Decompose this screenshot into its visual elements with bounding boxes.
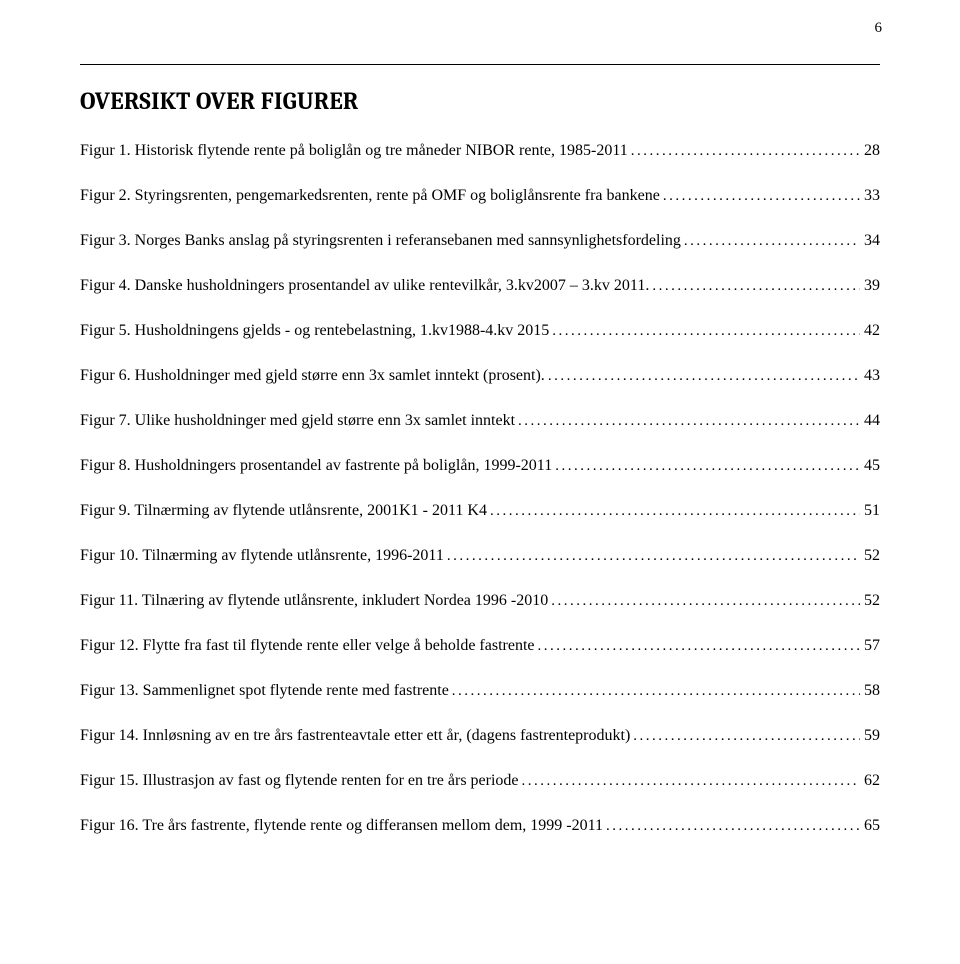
- dot-leader: [548, 592, 860, 611]
- dot-leader: [660, 187, 860, 206]
- toc-entry-text: Figur 15. Illustrasjon av fast og flyten…: [80, 771, 519, 791]
- toc-entry-page: 45: [860, 456, 880, 476]
- toc-entry-page: 59: [860, 726, 880, 746]
- toc-entry: Figur 1. Historisk flytende rente på bol…: [80, 141, 880, 161]
- dot-leader: [603, 817, 860, 836]
- dot-leader: [444, 547, 860, 566]
- toc-entry: Figur 9. Tilnærming av flytende utlånsre…: [80, 501, 880, 521]
- dot-leader: [535, 637, 861, 656]
- toc-entry-page: 62: [860, 771, 880, 791]
- toc-entry: Figur 14. Innløsning av en tre års fastr…: [80, 726, 880, 746]
- toc-entry-text: Figur 4. Danske husholdningers prosentan…: [80, 276, 649, 296]
- dot-leader: [549, 322, 860, 341]
- toc-entry: Figur 10. Tilnærming av flytende utlånsr…: [80, 546, 880, 566]
- toc-entry-text: Figur 14. Innløsning av en tre års fastr…: [80, 726, 630, 746]
- dot-leader: [628, 142, 860, 161]
- toc-entry: Figur 12. Flytte fra fast til flytende r…: [80, 636, 880, 656]
- figure-list: Figur 1. Historisk flytende rente på bol…: [80, 141, 880, 836]
- toc-entry: Figur 2. Styringsrenten, pengemarkedsren…: [80, 186, 880, 206]
- toc-entry: Figur 13. Sammenlignet spot flytende ren…: [80, 681, 880, 701]
- toc-entry-text: Figur 1. Historisk flytende rente på bol…: [80, 141, 628, 161]
- toc-entry-text: Figur 8. Husholdningers prosentandel av …: [80, 456, 552, 476]
- toc-entry-page: 58: [860, 681, 880, 701]
- dot-leader: [519, 772, 860, 791]
- toc-entry-page: 39: [860, 276, 880, 296]
- toc-entry: Figur 16. Tre års fastrente, flytende re…: [80, 816, 880, 836]
- toc-entry-text: Figur 7. Ulike husholdninger med gjeld s…: [80, 411, 515, 431]
- toc-entry-text: Figur 13. Sammenlignet spot flytende ren…: [80, 681, 449, 701]
- toc-entry: Figur 4. Danske husholdningers prosentan…: [80, 276, 880, 296]
- dot-leader: [630, 727, 860, 746]
- toc-entry-text: Figur 10. Tilnærming av flytende utlånsr…: [80, 546, 444, 566]
- dot-leader: [487, 502, 860, 521]
- toc-entry-text: Figur 5. Husholdningens gjelds - og rent…: [80, 321, 549, 341]
- toc-entry-text: Figur 3. Norges Banks anslag på styrings…: [80, 231, 681, 251]
- page-number: 6: [875, 20, 883, 37]
- page-title: OVERSIKT OVER FIGURER: [80, 87, 880, 115]
- toc-entry-page: 42: [860, 321, 880, 341]
- toc-entry: Figur 15. Illustrasjon av fast og flyten…: [80, 771, 880, 791]
- toc-entry-page: 51: [860, 501, 880, 521]
- toc-entry-page: 65: [860, 816, 880, 836]
- dot-leader: [681, 232, 860, 251]
- toc-entry-page: 57: [860, 636, 880, 656]
- toc-entry-page: 34: [860, 231, 880, 251]
- toc-entry-text: Figur 9. Tilnærming av flytende utlånsre…: [80, 501, 487, 521]
- dot-leader: [449, 682, 860, 701]
- dot-leader: [515, 412, 860, 431]
- toc-entry: Figur 6. Husholdninger med gjeld større …: [80, 366, 880, 386]
- toc-entry-page: 43: [860, 366, 880, 386]
- toc-entry-text: Figur 2. Styringsrenten, pengemarkedsren…: [80, 186, 660, 206]
- toc-entry-page: 52: [860, 546, 880, 566]
- dot-leader: [545, 367, 860, 386]
- dot-leader: [552, 457, 860, 476]
- toc-entry: Figur 3. Norges Banks anslag på styrings…: [80, 231, 880, 251]
- toc-entry-text: Figur 11. Tilnæring av flytende utlånsre…: [80, 591, 548, 611]
- top-rule: [80, 64, 880, 65]
- toc-entry: Figur 8. Husholdningers prosentandel av …: [80, 456, 880, 476]
- toc-entry-text: Figur 6. Husholdninger med gjeld større …: [80, 366, 545, 386]
- toc-entry: Figur 11. Tilnæring av flytende utlånsre…: [80, 591, 880, 611]
- dot-leader: [649, 277, 860, 296]
- toc-entry-text: Figur 16. Tre års fastrente, flytende re…: [80, 816, 603, 836]
- toc-entry-page: 33: [860, 186, 880, 206]
- toc-entry-page: 28: [860, 141, 880, 161]
- toc-entry-page: 52: [860, 591, 880, 611]
- toc-entry: Figur 5. Husholdningens gjelds - og rent…: [80, 321, 880, 341]
- toc-entry: Figur 7. Ulike husholdninger med gjeld s…: [80, 411, 880, 431]
- toc-entry-text: Figur 12. Flytte fra fast til flytende r…: [80, 636, 535, 656]
- toc-entry-page: 44: [860, 411, 880, 431]
